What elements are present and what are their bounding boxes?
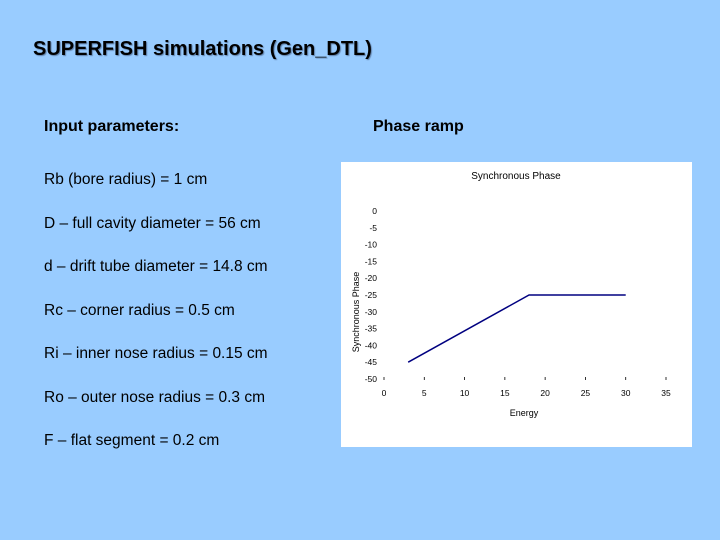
x-tick-label: 35 <box>661 388 671 398</box>
y-tick-label: -50 <box>365 374 378 384</box>
parameter-list: Rb (bore radius) = 1 cm D – full cavity … <box>44 170 268 475</box>
param-inner-nose-radius: Ri – inner nose radius = 0.15 cm <box>44 345 268 362</box>
y-tick-label: -15 <box>365 256 378 266</box>
x-axis-label: Energy <box>510 408 539 418</box>
chart-title: Synchronous Phase <box>471 171 561 182</box>
x-tick-label: 0 <box>382 388 387 398</box>
y-tick-label: -25 <box>365 290 378 300</box>
x-tick-label: 15 <box>500 388 510 398</box>
x-tick-label: 10 <box>460 388 470 398</box>
y-axis-label: Synchronous Phase <box>351 272 361 353</box>
chart-svg: Synchronous Phase Energy Synchronous Pha… <box>351 171 671 418</box>
x-tick-label: 25 <box>581 388 591 398</box>
y-tick-label: -45 <box>365 357 378 367</box>
y-tick-label: -10 <box>365 240 378 250</box>
param-flat-segment: F – flat segment = 0.2 cm <box>44 432 220 449</box>
y-tick-label: -40 <box>365 340 378 350</box>
y-tick-label: -35 <box>365 324 378 334</box>
x-tick-label: 20 <box>540 388 550 398</box>
y-tick-label: 0 <box>372 206 377 216</box>
series-layer <box>407 294 626 363</box>
param-bore-radius: Rb (bore radius) = 1 cm <box>44 171 208 188</box>
y-tick-label: -5 <box>369 223 377 233</box>
input-parameters-heading: Input parameters: <box>44 118 180 135</box>
x-tick-label: 30 <box>621 388 631 398</box>
y-tick-group: 0 -5 -10 -15 -20 -25 -30 -35 -40 -45 -50 <box>365 206 378 384</box>
phase-ramp-line <box>407 294 626 363</box>
param-drift-tube-diameter: d – drift tube diameter = 14.8 cm <box>44 258 268 275</box>
param-outer-nose-radius: Ro – outer nose radius = 0.3 cm <box>44 388 265 406</box>
x-tick-group: 0 5 10 15 20 25 30 35 <box>382 377 671 398</box>
param-corner-radius: Rc – corner radius = 0.5 cm <box>44 301 235 319</box>
x-tick-label: 5 <box>422 388 427 398</box>
phase-ramp-heading: Phase ramp <box>373 118 464 135</box>
synchronous-phase-chart: Synchronous Phase Energy Synchronous Pha… <box>341 162 692 447</box>
y-tick-label: -30 <box>365 307 378 317</box>
param-cavity-diameter: D – full cavity diameter = 56 cm <box>44 214 261 232</box>
slide-title: SUPERFISH simulations (Gen_DTL) <box>33 38 372 60</box>
y-tick-label: -20 <box>365 273 378 283</box>
